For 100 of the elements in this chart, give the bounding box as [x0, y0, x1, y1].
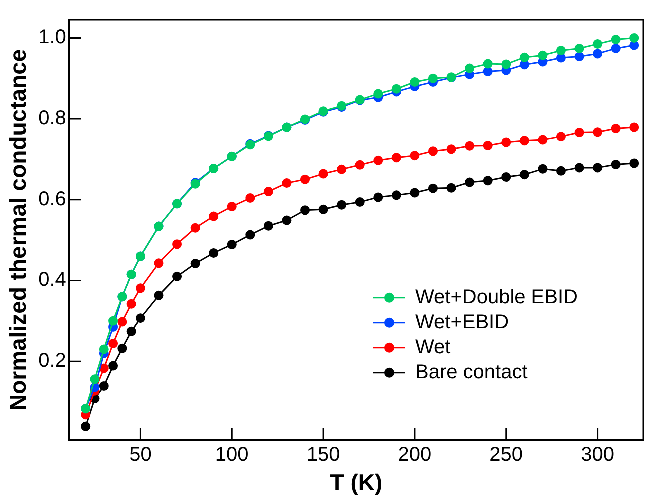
point [392, 190, 402, 200]
point [282, 216, 292, 226]
point [264, 187, 274, 197]
point [227, 202, 237, 212]
point [574, 52, 584, 62]
point [374, 89, 384, 99]
point [574, 163, 584, 173]
point [556, 166, 566, 176]
point [392, 153, 402, 163]
x-tick-label: 300 [581, 444, 614, 466]
point [337, 200, 347, 210]
x-tick-label: 100 [215, 444, 249, 466]
point [483, 176, 493, 186]
point [318, 169, 328, 179]
point [118, 344, 128, 354]
x-axis-title: T (K) [330, 470, 383, 496]
point [300, 174, 310, 184]
point [502, 172, 512, 182]
point [126, 299, 136, 309]
point [300, 206, 310, 216]
point [446, 183, 456, 193]
point [593, 49, 603, 59]
point [428, 184, 438, 194]
point [410, 78, 420, 87]
point [556, 132, 566, 142]
x-tick-label: 50 [130, 444, 152, 466]
point [108, 316, 118, 326]
y-tick-label: 0.2 [38, 350, 66, 372]
point [428, 146, 438, 156]
point [209, 212, 219, 222]
point [282, 178, 292, 188]
point [502, 138, 512, 148]
point [630, 158, 640, 168]
point [630, 122, 640, 132]
y-tick-label: 1.0 [38, 26, 66, 49]
point [246, 194, 256, 204]
legend-label: Wet [416, 336, 452, 358]
y-tick-label: 0.4 [38, 269, 66, 292]
point [108, 339, 118, 349]
point [264, 221, 274, 231]
x-tick-label: 200 [398, 444, 432, 466]
point [337, 164, 347, 174]
point [465, 141, 475, 151]
point [172, 240, 182, 250]
point [483, 59, 493, 69]
point [520, 52, 530, 62]
point [81, 422, 91, 432]
point [90, 374, 100, 384]
legend-label: Bare contact [416, 361, 528, 384]
x-tick-label: 250 [490, 444, 524, 466]
point [392, 84, 402, 94]
point [502, 60, 512, 70]
point [227, 240, 237, 250]
point [574, 128, 584, 138]
point [520, 170, 530, 180]
point [465, 64, 475, 74]
point [154, 290, 164, 300]
point [410, 151, 420, 161]
point [99, 364, 109, 374]
point [99, 381, 109, 391]
point [118, 317, 128, 327]
point [428, 74, 438, 84]
y-tick-label: 0.8 [38, 108, 66, 130]
legend-label: Wet+EBID [416, 311, 510, 334]
point [126, 326, 136, 336]
point [99, 344, 109, 354]
point [483, 140, 493, 150]
point [108, 361, 118, 371]
point [465, 178, 475, 188]
point [246, 230, 256, 240]
point [538, 50, 548, 60]
legend-label: Wet+Double EBID [416, 286, 578, 308]
point [446, 144, 456, 154]
point [374, 192, 384, 202]
point [355, 198, 365, 208]
point [136, 314, 146, 324]
point [630, 33, 640, 43]
point [593, 128, 603, 138]
point [318, 204, 328, 214]
point [154, 258, 164, 268]
y-tick-label: 0.6 [38, 188, 66, 210]
point [556, 46, 566, 56]
point [374, 156, 384, 166]
point [538, 164, 548, 174]
point [520, 136, 530, 146]
point [611, 35, 621, 45]
y-axis-title: Normalized thermal conductance [5, 49, 32, 412]
point [574, 44, 584, 54]
point [410, 188, 420, 198]
point [611, 160, 621, 170]
point [136, 284, 146, 294]
point [483, 66, 493, 76]
point [172, 272, 182, 282]
point [593, 163, 603, 173]
point [538, 135, 548, 145]
point [190, 223, 200, 233]
point [593, 40, 603, 50]
point [355, 160, 365, 170]
point [611, 124, 621, 134]
point [209, 248, 219, 258]
